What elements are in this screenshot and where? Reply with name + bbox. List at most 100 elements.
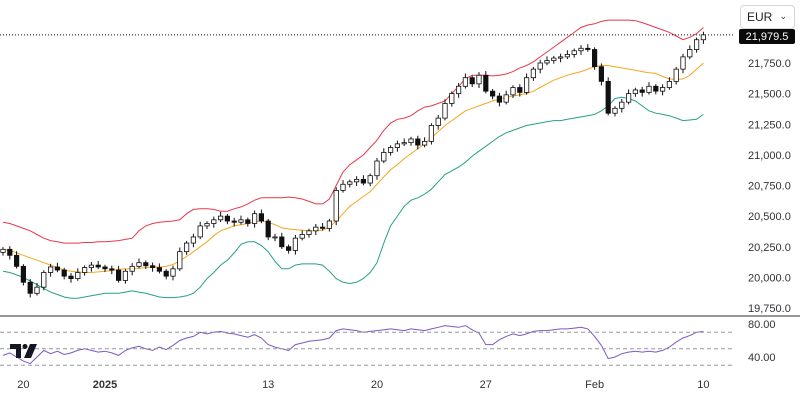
price-tick-label: 20,750.0 — [748, 181, 791, 193]
candle-body — [34, 286, 40, 294]
candle-body — [530, 68, 537, 79]
candle-body — [415, 138, 421, 146]
candle-body — [489, 90, 496, 97]
candle-body — [353, 178, 360, 183]
time-tick-label: Feb — [585, 379, 604, 391]
candle-body — [646, 85, 652, 93]
candle-body — [347, 181, 353, 185]
candle-body — [116, 269, 122, 281]
candle-body — [374, 160, 380, 177]
price-tick-label: 21,750.0 — [748, 58, 791, 70]
candle-body — [326, 220, 333, 229]
candle-body — [231, 220, 237, 223]
candle-body — [217, 215, 224, 221]
candle-body — [285, 246, 292, 251]
candle-body — [605, 80, 611, 114]
tradingview-logo[interactable]: TV — [10, 342, 46, 360]
time-axis[interactable]: 20 2025 13 20 27 Feb 10 — [17, 379, 709, 391]
candle-body — [258, 213, 265, 222]
candle-body — [95, 264, 101, 268]
candle-body — [517, 87, 523, 93]
candle-body — [183, 242, 190, 253]
bollinger-bands — [2, 19, 704, 299]
candle-body — [204, 223, 210, 227]
candle-body — [102, 266, 108, 270]
candle-body — [666, 80, 673, 88]
time-tick-label: 13 — [262, 379, 274, 391]
candle-body — [136, 262, 142, 267]
time-tick-label: 27 — [480, 379, 492, 391]
currency-select-value: EUR — [747, 10, 773, 24]
candle-body — [149, 265, 156, 268]
candle-body — [13, 254, 20, 267]
candle-body — [381, 152, 387, 162]
candle-body — [401, 142, 407, 145]
candle-body — [544, 60, 550, 64]
candle-body — [20, 265, 27, 283]
candle-body — [653, 85, 659, 92]
time-tick-label: 20 — [17, 379, 29, 391]
candle-body — [224, 215, 230, 222]
candle-body — [41, 272, 47, 288]
candle-body — [496, 95, 503, 103]
candle-body — [54, 266, 61, 271]
candle-body — [75, 272, 81, 280]
price-tick-label: 21,000.0 — [748, 150, 791, 162]
candle-body — [245, 219, 251, 224]
candle-body — [299, 234, 305, 239]
candle-body — [272, 236, 278, 239]
candle-body — [700, 34, 707, 41]
candle-body — [524, 77, 530, 93]
candle-body — [408, 138, 414, 144]
candle-body — [7, 248, 13, 256]
candle-body — [163, 270, 169, 277]
candle-body — [279, 236, 285, 248]
candle-body — [585, 47, 591, 50]
rsi-tick-label: 40.00 — [748, 352, 776, 364]
candle-body — [455, 85, 462, 95]
candle-body — [122, 270, 128, 281]
candle-body — [109, 268, 115, 271]
candle-body — [476, 74, 482, 85]
price-tick-label: 19,750.0 — [748, 303, 791, 315]
candle-body — [319, 226, 326, 229]
price-axis[interactable]: 21,750.0 21,500.0 21,250.0 21,000.0 20,750.0… — [748, 58, 791, 315]
time-tick-label: 20 — [371, 379, 383, 391]
candle-body — [687, 49, 693, 58]
candle-body — [265, 220, 271, 238]
candle-body — [211, 219, 217, 224]
candle-body — [292, 237, 299, 251]
candle-body — [340, 183, 346, 191]
candle-body — [680, 56, 686, 70]
candle-body — [483, 74, 489, 92]
candle-body — [48, 266, 54, 273]
candle-body — [306, 230, 312, 235]
candle-body — [578, 47, 584, 52]
chevron-down-icon: ⌄ — [779, 11, 787, 21]
candle-body — [333, 189, 339, 222]
candle-body — [143, 262, 149, 267]
candle-body — [367, 175, 373, 184]
candle-body — [238, 219, 244, 223]
candle-body — [626, 93, 632, 103]
candlesticks — [0, 31, 707, 298]
candle-body — [619, 101, 625, 109]
candle-body — [27, 281, 33, 294]
candle-body — [694, 39, 700, 50]
candle-body — [564, 54, 571, 58]
candle-body — [469, 77, 475, 85]
upper-band-line — [2, 19, 704, 244]
candle-body — [251, 213, 258, 224]
lower-band-line — [2, 96, 704, 299]
candle-body — [462, 77, 469, 87]
candle-body — [170, 268, 176, 277]
candle-body — [551, 57, 557, 61]
candle-body — [632, 89, 639, 95]
currency-select[interactable]: EUR ⌄ — [740, 5, 795, 29]
candle-body — [421, 140, 428, 146]
candle-body — [558, 56, 564, 59]
rsi-pane: 80.00 40.00 — [0, 319, 776, 366]
candle-body — [612, 107, 618, 114]
candle-body — [449, 93, 455, 104]
